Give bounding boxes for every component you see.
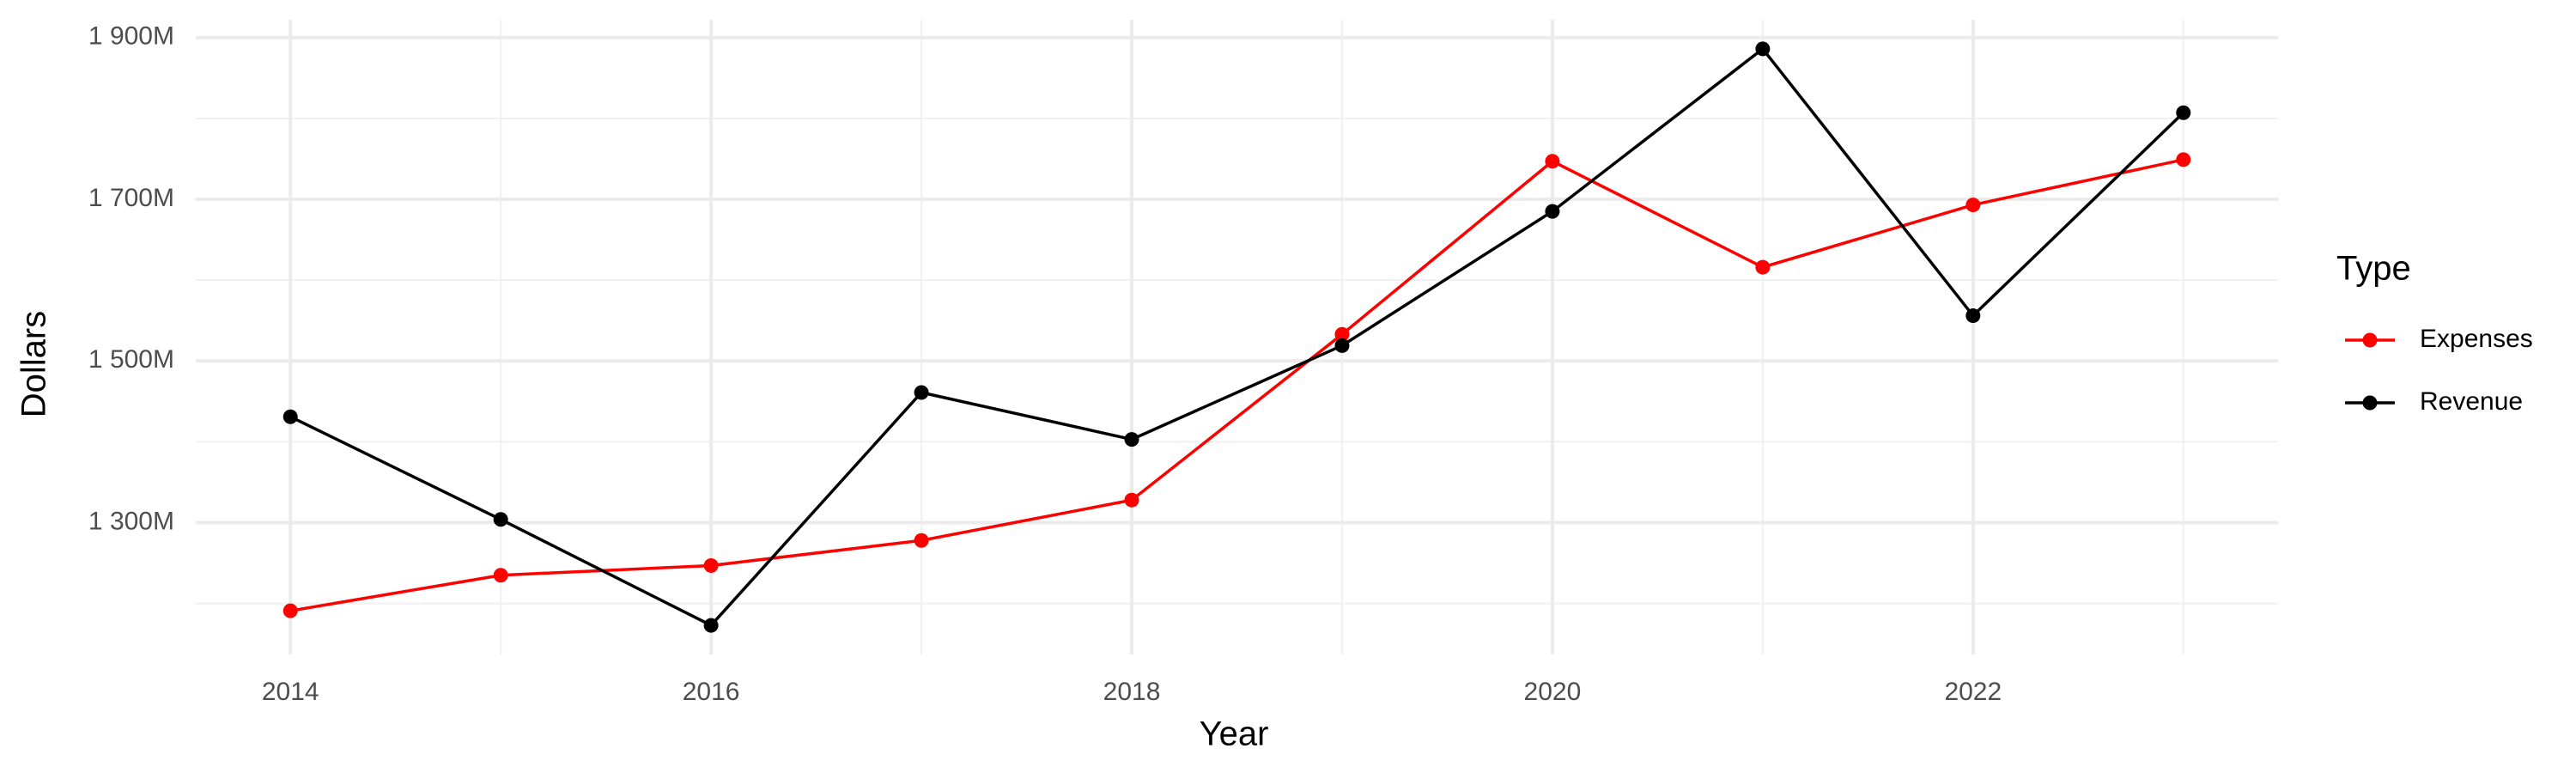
- point: [493, 512, 508, 527]
- series-line: [289, 46, 2184, 628]
- point: [1124, 432, 1139, 447]
- point: [1334, 338, 1350, 353]
- x-tick-label: 2016: [683, 678, 740, 706]
- legend-label: Expenses: [2420, 325, 2533, 353]
- y-tick-label: 1 300M: [88, 507, 174, 535]
- legend-point: [2362, 332, 2378, 348]
- point: [2176, 105, 2191, 120]
- point: [283, 603, 298, 618]
- legend-point: [2362, 395, 2378, 411]
- x-tick-label: 2022: [1944, 678, 2002, 706]
- point: [703, 618, 719, 633]
- point: [493, 568, 508, 583]
- point: [2176, 152, 2191, 167]
- point: [1124, 492, 1139, 508]
- y-axis-title: Dollars: [15, 311, 53, 417]
- point: [703, 557, 719, 573]
- point: [1965, 198, 1981, 213]
- x-axis-title: Year: [1200, 715, 1269, 753]
- y-tick-label: 1 700M: [88, 184, 174, 212]
- legend-label: Revenue: [2420, 387, 2523, 416]
- y-tick-label: 1 900M: [88, 22, 174, 51]
- point: [1545, 204, 1560, 219]
- series-line: [289, 158, 2184, 612]
- x-tick-label: 2018: [1103, 678, 1161, 706]
- point: [1965, 308, 1981, 324]
- x-tick-label: 2020: [1524, 678, 1582, 706]
- point: [1545, 154, 1560, 169]
- point: [1334, 326, 1350, 342]
- point: [914, 385, 929, 400]
- y-tick-label: 1 500M: [88, 345, 174, 374]
- point: [1755, 259, 1771, 275]
- point: [914, 533, 929, 548]
- point: [283, 409, 298, 424]
- point: [1755, 41, 1771, 57]
- legend-title: Type: [2336, 250, 2411, 288]
- x-tick-label: 2014: [262, 678, 319, 706]
